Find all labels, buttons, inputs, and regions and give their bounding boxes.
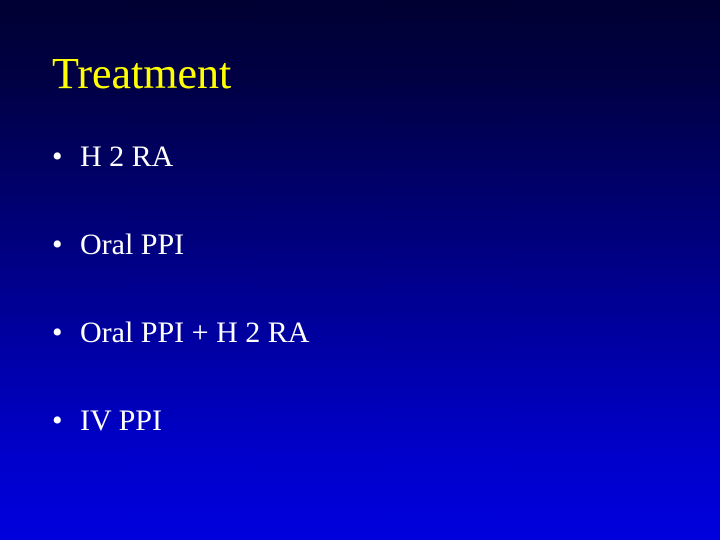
bullet-item: H 2 RA: [52, 140, 309, 174]
bullet-item: Oral PPI + H 2 RA: [52, 316, 309, 350]
slide-title: Treatment: [52, 48, 231, 99]
bullet-item: IV PPI: [52, 404, 309, 438]
bullet-item: Oral PPI: [52, 228, 309, 262]
bullet-list: H 2 RA Oral PPI Oral PPI + H 2 RA IV PPI: [52, 140, 309, 492]
